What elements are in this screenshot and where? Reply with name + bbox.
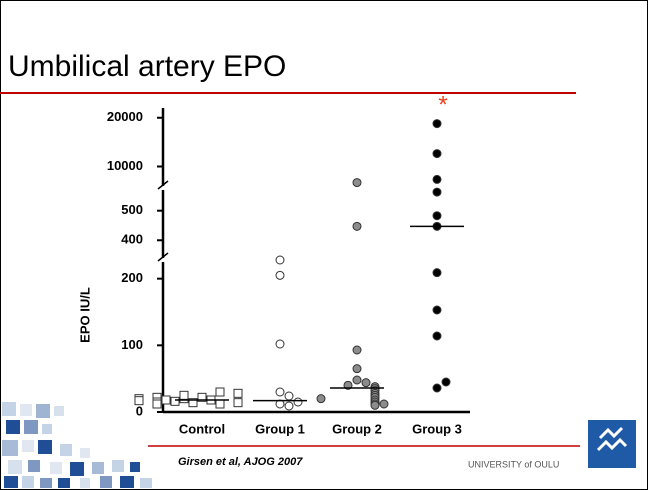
data-point	[433, 384, 441, 392]
data-point	[135, 397, 143, 405]
data-point	[234, 399, 242, 407]
data-point	[362, 379, 370, 387]
y-tick-label: 20000	[107, 109, 143, 124]
data-point	[294, 398, 302, 406]
y-tick-label: 100	[121, 337, 143, 352]
citation: Girsen et al, AJOG 2007	[178, 456, 303, 468]
y-axis-label: EPO IU/L	[77, 287, 92, 343]
data-point	[234, 389, 242, 397]
data-point	[433, 332, 441, 340]
x-tick-label: Group 2	[332, 421, 382, 436]
data-point	[285, 402, 293, 410]
data-point	[153, 400, 161, 408]
y-tick-label: 200	[121, 270, 143, 285]
x-tick-label: Group 1	[255, 421, 305, 436]
data-point	[276, 340, 284, 348]
y-tick-label: 10000	[107, 158, 143, 173]
data-point	[433, 150, 441, 158]
slide-title: Umbilical artery EPO	[8, 50, 286, 83]
data-point	[276, 271, 284, 279]
y-tick-label: 400	[121, 232, 143, 247]
data-point	[353, 376, 361, 384]
data-point	[433, 120, 441, 128]
data-point	[216, 400, 224, 408]
data-point	[276, 256, 284, 264]
data-point	[180, 391, 188, 399]
slide: Umbilical artery EPO Girsen et al, AJOG …	[0, 0, 648, 490]
data-point	[317, 395, 325, 403]
footer: UNIVERSITY of OULU	[468, 459, 559, 469]
significance-mark: *	[438, 91, 447, 118]
y-tick-label: 500	[121, 202, 143, 217]
university-logo	[588, 420, 636, 468]
data-point	[353, 346, 361, 354]
data-point	[353, 179, 361, 187]
y-tick-label: 0	[136, 403, 143, 418]
x-tick-label: Group 3	[412, 421, 462, 436]
data-point	[171, 397, 179, 405]
data-point	[162, 396, 170, 404]
data-point	[433, 212, 441, 220]
data-point	[276, 388, 284, 396]
data-point	[353, 222, 361, 230]
data-point	[353, 365, 361, 373]
data-point	[380, 400, 388, 408]
data-point	[433, 175, 441, 183]
x-tick-label: Control	[179, 421, 225, 436]
data-point	[216, 388, 224, 396]
data-point	[442, 378, 450, 386]
data-point	[433, 188, 441, 196]
data-point	[371, 401, 379, 409]
data-point	[285, 392, 293, 400]
data-point	[433, 269, 441, 277]
data-point	[433, 306, 441, 314]
